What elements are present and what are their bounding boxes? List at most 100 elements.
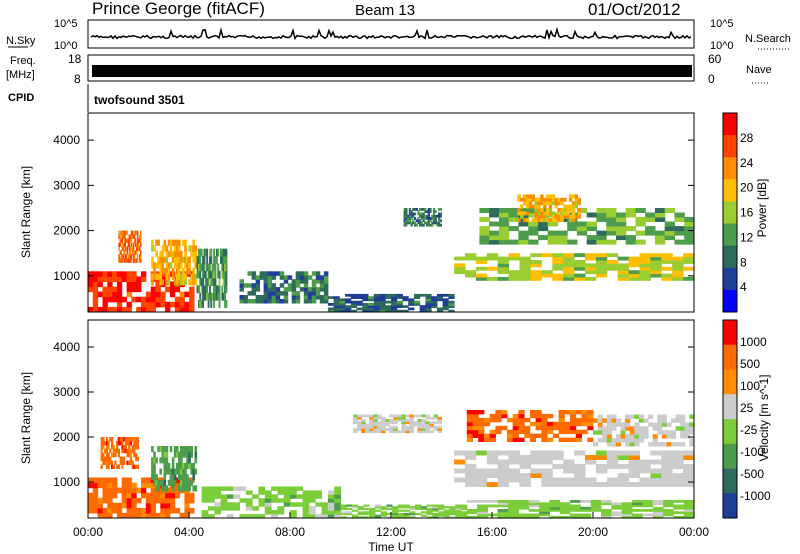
- data-cell: [574, 450, 586, 456]
- data-cell: [153, 245, 156, 252]
- data-cell: [105, 448, 108, 454]
- data-cell: [429, 217, 432, 220]
- data-cell: [486, 450, 499, 456]
- data-cell: [126, 238, 129, 243]
- data-cell: [131, 296, 137, 303]
- data-cell: [129, 258, 132, 263]
- data-cell: [465, 270, 477, 275]
- data-cell: [175, 239, 179, 246]
- data-cell: [645, 226, 656, 232]
- data-cell: [519, 473, 531, 478]
- data-cell: [145, 492, 152, 499]
- data-cell: [165, 492, 171, 499]
- data-cell: [157, 479, 160, 486]
- data-cell: [303, 275, 309, 280]
- data-cell: [225, 300, 228, 308]
- data-cell: [102, 437, 105, 442]
- data-cell: [307, 287, 313, 292]
- data-cell: [174, 296, 181, 303]
- data-cell: [443, 512, 450, 516]
- data-cell: [574, 260, 586, 264]
- data-cell: [576, 226, 588, 232]
- data-cell: [163, 267, 167, 275]
- data-cell: [551, 197, 556, 202]
- data-cell: [263, 283, 269, 288]
- data-cell: [220, 494, 228, 499]
- data-cell: [102, 492, 108, 499]
- data-cell: [131, 437, 134, 442]
- data-cell: [283, 494, 291, 499]
- data-cell: [175, 250, 179, 258]
- data-cell: [535, 413, 542, 419]
- data-cell: [434, 217, 437, 220]
- data-cell: [524, 429, 531, 435]
- data-cell: [616, 212, 627, 218]
- data-cell: [239, 299, 244, 304]
- data-cell: [350, 303, 357, 306]
- data-cell: [403, 210, 406, 213]
- data-cell: [214, 490, 222, 495]
- data-cell: [139, 258, 141, 263]
- data-cell: [675, 418, 681, 423]
- data-cell: [606, 253, 619, 258]
- data-cell: [425, 296, 432, 299]
- data-cell: [396, 305, 403, 308]
- data-cell: [436, 309, 444, 313]
- data-cell: [233, 506, 240, 511]
- data-cell: [543, 211, 547, 216]
- data-cell: [540, 211, 544, 216]
- data-cell: [663, 504, 674, 508]
- data-cell: [124, 238, 126, 243]
- data-cell: [666, 434, 672, 439]
- data-cell: [126, 291, 132, 298]
- data-cell: [131, 250, 134, 255]
- data-cell: [559, 504, 571, 508]
- data-cell: [425, 300, 432, 304]
- data-cell: [508, 226, 519, 232]
- data-cell: [189, 507, 195, 514]
- data-cell: [130, 230, 133, 236]
- data-cell: [295, 275, 301, 280]
- data-cell: [405, 219, 408, 223]
- data-cell: [563, 253, 575, 258]
- data-cell: [530, 260, 542, 264]
- data-cell: [519, 276, 531, 281]
- power-colorbar-swatch: [723, 223, 737, 247]
- data-cell: [617, 256, 630, 261]
- data-cell: [560, 208, 564, 212]
- data-cell: [109, 437, 112, 442]
- data-cell: [497, 260, 510, 264]
- data-cell: [664, 226, 675, 232]
- data-cell: [129, 452, 133, 458]
- data-cell: [357, 414, 362, 418]
- data-cell: [92, 291, 99, 298]
- data-cell: [535, 425, 542, 431]
- data-cell: [625, 208, 636, 213]
- data-cell: [128, 460, 131, 465]
- data-cell: [661, 459, 673, 465]
- data-cell: [475, 482, 488, 487]
- data-cell: [465, 482, 477, 487]
- data-cell: [595, 482, 608, 487]
- data-cell: [267, 295, 273, 300]
- data-cell: [255, 299, 261, 304]
- data-cell: [634, 426, 640, 431]
- data-cell: [119, 258, 121, 263]
- data-cell: [356, 293, 363, 297]
- data-cell: [97, 507, 103, 514]
- data-cell: [190, 468, 193, 475]
- data-cell: [661, 273, 673, 278]
- data-cell: [407, 214, 410, 218]
- data-cell: [438, 217, 441, 220]
- data-cell: [414, 293, 421, 297]
- data-cell: [357, 428, 362, 431]
- data-cell: [632, 513, 643, 517]
- data-cell: [661, 434, 667, 439]
- data-cell: [405, 223, 408, 227]
- data-cell: [597, 430, 603, 435]
- data-cell: [438, 514, 445, 517]
- x-axis-label: Time UT: [368, 540, 414, 554]
- data-cell: [189, 301, 195, 308]
- data-cell: [563, 270, 575, 275]
- data-cell: [319, 287, 325, 292]
